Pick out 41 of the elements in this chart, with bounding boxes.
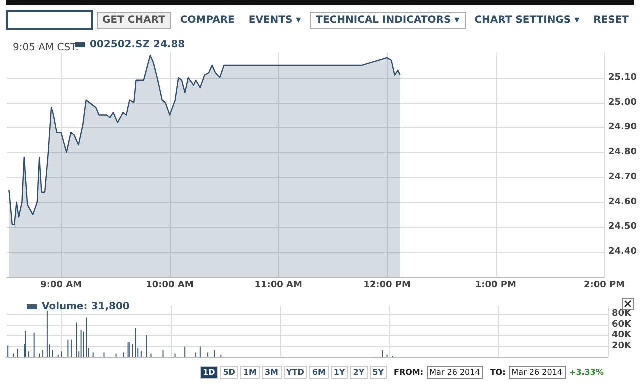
x-tick-label: 2:00 PM [584, 280, 626, 290]
text: CHART SETTINGS ▾ [474, 14, 581, 28]
x-tick-label: 12:00 PM [364, 280, 411, 290]
y-tick-label: 80K [612, 309, 633, 320]
text: TECHNICAL INDICATORS ▾ [310, 12, 466, 28]
x-tick-label: 11:00 AM [254, 280, 302, 290]
text: 5D [220, 366, 238, 378]
text: TO: [489, 368, 507, 376]
x-tick-label: 9:00 AM [40, 280, 82, 290]
y-tick-label: 24.90 [608, 122, 637, 133]
text: GET CHART [96, 12, 172, 28]
text: 5Y [370, 366, 387, 378]
y-tick-label: 25.00 [608, 98, 637, 108]
text: 1M [240, 366, 260, 378]
y-tick-label: 24.60 [608, 197, 637, 208]
y-tick-label: 24.50 [608, 222, 637, 232]
y-tick-label: 60K [612, 320, 633, 330]
text: +3.33% [568, 368, 605, 376]
x-tick-label: 1:00 PM [475, 280, 516, 290]
y-tick-label: 20K [612, 341, 633, 352]
text: COMPARE [179, 14, 236, 28]
text: FROM: [393, 368, 425, 376]
text: 2Y [350, 366, 368, 378]
text: 3M [262, 366, 282, 378]
text: YTD [284, 366, 308, 378]
y-tick-label: 25.10 [608, 72, 637, 83]
text: 1Y [330, 366, 348, 378]
y-tick-label: 24.70 [608, 172, 637, 182]
text: 6M [309, 366, 329, 378]
legend-label: Volume: 31,800 [42, 302, 130, 312]
text: EVENTS ▾ [248, 14, 302, 28]
text: Mar 26 2014 [508, 366, 566, 378]
text: Mar 26 2014 [426, 366, 484, 378]
chart-subtitle: 9:05 AM CST: [13, 42, 79, 54]
y-tick-label: 40K [612, 330, 633, 341]
y-tick-label: 24.80 [608, 148, 637, 158]
text: 1D [200, 366, 218, 378]
y-tick-label: 24.40 [608, 247, 637, 258]
legend-label: 002502.SZ 24.88 [90, 40, 186, 50]
x-tick-label: 10:00 AM [146, 280, 194, 290]
text: RESET [592, 14, 630, 28]
